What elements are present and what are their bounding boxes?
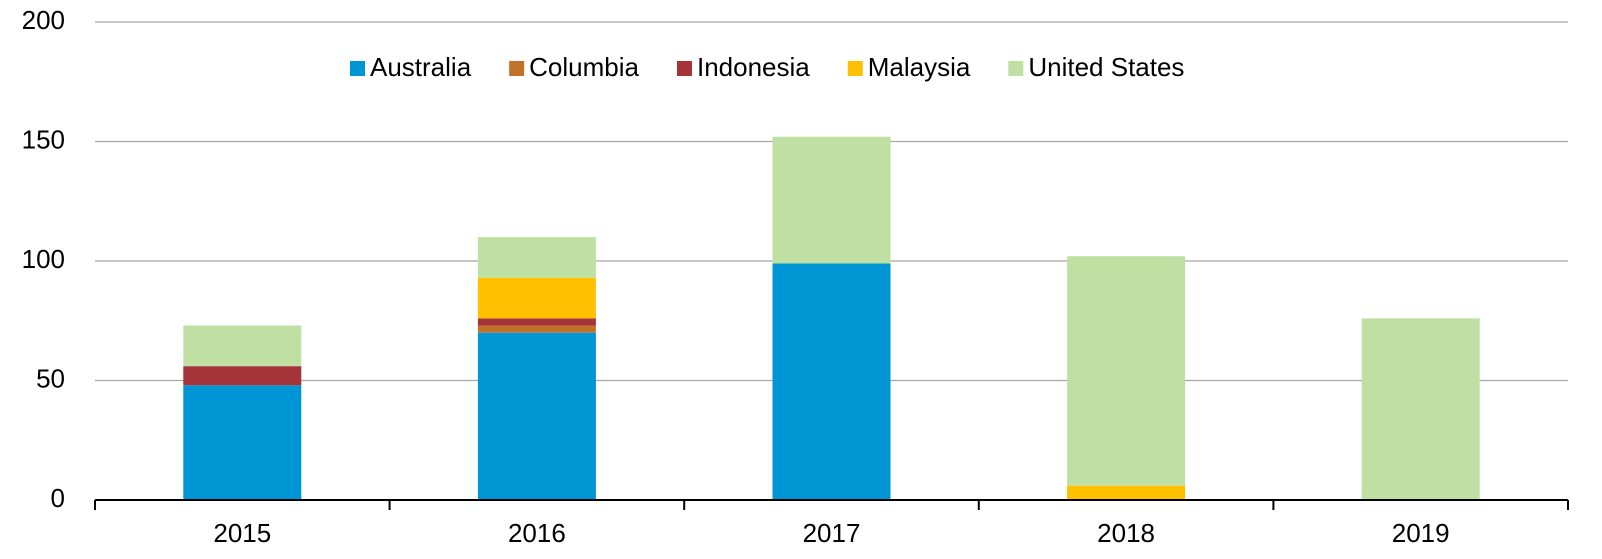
legend-swatch xyxy=(847,61,863,76)
x-tick-label: 2016 xyxy=(508,518,566,548)
legend-swatch xyxy=(676,61,692,76)
legend: Australia Columbia Indonesia Malaysia United… xyxy=(350,52,1184,82)
bar-segment xyxy=(477,277,596,319)
bar-segment xyxy=(1067,256,1186,486)
legend-swatch xyxy=(509,61,525,76)
legend-label: Columbia xyxy=(529,52,639,82)
bar-segment xyxy=(183,366,302,386)
legend-label: Australia xyxy=(370,52,472,82)
bar-segment xyxy=(477,237,596,278)
legend-label: Malaysia xyxy=(868,52,971,82)
y-tick-label: 150 xyxy=(22,124,65,154)
bar-segment xyxy=(772,263,891,500)
x-tick-label: 2018 xyxy=(1097,518,1155,548)
x-tick-label: 2017 xyxy=(803,518,861,548)
bar-segment xyxy=(1361,318,1480,500)
y-tick-label: 200 xyxy=(22,5,65,35)
bar-segment xyxy=(477,325,596,333)
legend-label: United States xyxy=(1028,52,1184,82)
bar-segment xyxy=(477,332,596,500)
bar-segment xyxy=(183,325,302,367)
y-tick-label: 100 xyxy=(22,244,65,274)
bar-segment xyxy=(1067,485,1186,500)
y-tick-label: 0 xyxy=(51,483,65,513)
bar-segment xyxy=(772,136,891,264)
legend-swatch xyxy=(1008,61,1024,76)
x-tick-label: 2015 xyxy=(213,518,271,548)
y-tick-label: 50 xyxy=(36,363,65,393)
x-tick-label: 2019 xyxy=(1392,518,1450,548)
legend-label: Indonesia xyxy=(697,52,810,82)
legend-swatch xyxy=(350,61,365,76)
bar-segment xyxy=(183,385,302,500)
bar-segment xyxy=(477,318,596,326)
